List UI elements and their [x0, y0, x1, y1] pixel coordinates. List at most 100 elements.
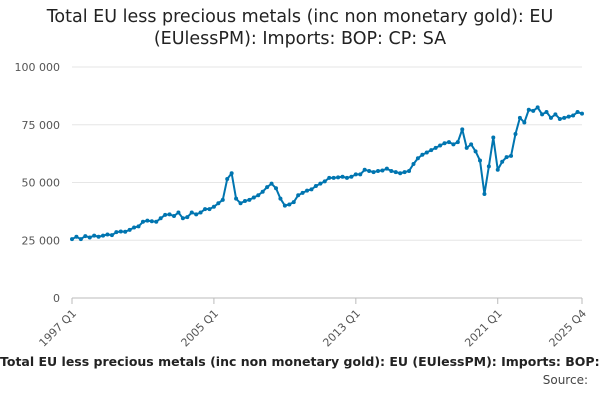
- data-point: [531, 108, 536, 113]
- data-point: [478, 158, 482, 163]
- x-tick-label: 2025 Q4: [547, 307, 590, 350]
- x-tick-label: 1997 Q1: [37, 307, 80, 350]
- data-point: [460, 127, 465, 132]
- data-point: [415, 156, 420, 161]
- data-point: [247, 197, 252, 202]
- data-point: [349, 174, 354, 179]
- data-point: [265, 185, 270, 190]
- data-point: [296, 193, 301, 198]
- data-point: [83, 234, 88, 239]
- data-point: [322, 179, 327, 184]
- data-point: [482, 192, 487, 197]
- data-point: [376, 168, 380, 173]
- data-point: [87, 235, 92, 240]
- data-point: [398, 171, 403, 176]
- data-point: [327, 175, 332, 180]
- data-point: [367, 168, 372, 173]
- data-point: [109, 233, 114, 238]
- data-point: [500, 159, 505, 164]
- data-point: [362, 167, 367, 172]
- data-point: [344, 175, 349, 180]
- data-point: [424, 150, 429, 155]
- data-point: [473, 149, 478, 154]
- data-point: [96, 234, 101, 239]
- data-point: [562, 115, 567, 120]
- data-point: [446, 140, 451, 145]
- data-point: [238, 201, 243, 206]
- data-point: [234, 196, 239, 201]
- data-point: [331, 175, 336, 180]
- data-point: [211, 204, 216, 209]
- data-point: [535, 105, 540, 110]
- data-point: [207, 207, 212, 212]
- data-point: [580, 111, 584, 116]
- data-point: [486, 164, 491, 169]
- data-point: [269, 181, 274, 186]
- x-tick-label: 2013 Q1: [320, 307, 363, 350]
- data-point: [260, 189, 265, 194]
- data-point: [70, 237, 74, 242]
- y-tick-label: 25 000: [22, 234, 61, 247]
- data-point: [278, 196, 283, 201]
- data-point: [455, 140, 460, 145]
- data-point: [420, 152, 425, 157]
- data-point: [92, 233, 97, 238]
- data-point: [291, 200, 296, 205]
- data-point: [318, 181, 323, 186]
- data-point: [358, 172, 363, 177]
- data-point: [384, 166, 389, 171]
- y-tick-label: 50 000: [22, 177, 61, 190]
- data-point: [256, 193, 261, 198]
- data-point: [469, 142, 474, 147]
- data-point: [402, 170, 407, 175]
- data-point: [105, 232, 110, 237]
- data-point: [509, 153, 514, 158]
- data-point: [411, 162, 416, 167]
- chart-title-line-2: (EUlessPM): Imports: BOP: CP: SA: [153, 29, 447, 49]
- data-point: [74, 234, 79, 239]
- data-point: [407, 168, 412, 173]
- data-point: [167, 212, 172, 217]
- data-point: [127, 227, 132, 232]
- data-point: [180, 216, 185, 221]
- data-point: [517, 115, 522, 120]
- data-point: [78, 237, 83, 242]
- data-point: [140, 219, 145, 224]
- data-point: [274, 186, 278, 191]
- data-point: [287, 202, 292, 207]
- data-point: [389, 168, 394, 173]
- data-point: [451, 142, 456, 147]
- data-point: [380, 168, 385, 173]
- data-point: [540, 112, 545, 117]
- data-point: [442, 141, 447, 146]
- data-point: [553, 112, 558, 117]
- data-point: [313, 183, 318, 188]
- data-point: [251, 195, 256, 200]
- data-point: [154, 219, 159, 224]
- x-tick-label: 2005 Q1: [178, 307, 221, 350]
- data-point: [513, 131, 518, 136]
- data-point: [220, 197, 225, 202]
- data-point: [438, 143, 443, 148]
- data-point: [242, 198, 247, 203]
- data-point: [309, 187, 314, 192]
- data-point: [282, 203, 287, 208]
- data-point: [491, 135, 496, 140]
- data-point: [158, 216, 163, 221]
- data-point: [203, 207, 208, 212]
- data-point: [566, 114, 571, 119]
- data-point: [194, 212, 199, 217]
- data-point: [353, 172, 358, 177]
- data-point: [548, 115, 553, 120]
- y-axis: 0 25 000 50 000 75 000 100 000: [15, 61, 61, 305]
- data-point: [305, 188, 310, 193]
- footer-caption: Total EU less precious metals (inc non m…: [0, 354, 600, 369]
- x-axis: 1997 Q1 2005 Q1 2013 Q1 2021 Q1 2025 Q4: [37, 298, 590, 350]
- data-point: [123, 229, 128, 234]
- y-tick-label: 75 000: [22, 119, 61, 132]
- data-point: [163, 212, 168, 217]
- chart-title: Total EU less precious metals (inc non m…: [0, 6, 600, 50]
- y-tick-label: 0: [53, 292, 60, 305]
- data-point: [433, 145, 438, 150]
